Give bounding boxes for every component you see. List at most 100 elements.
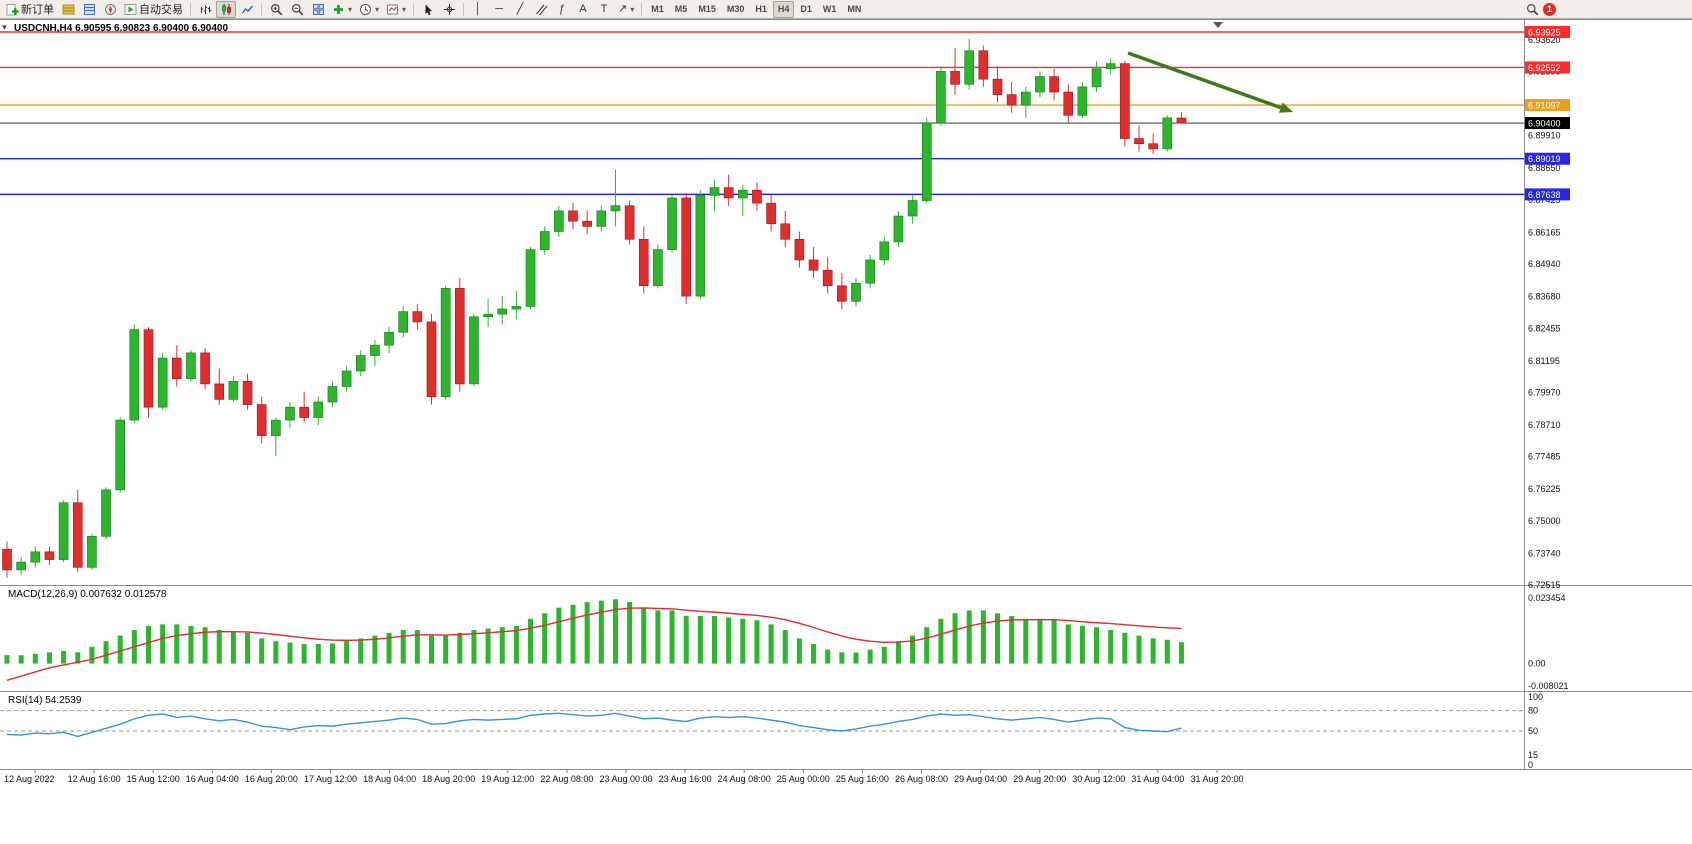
template-button[interactable]: ▾ (383, 1, 409, 18)
text-tool[interactable]: A (573, 1, 593, 18)
svg-text:24 Aug 08:00: 24 Aug 08:00 (718, 774, 771, 784)
candle-body (483, 313, 493, 318)
timeframe-m30[interactable]: M30 (726, 4, 745, 14)
chevron-down-icon: ▾ (630, 4, 635, 14)
chart-bars-button[interactable] (195, 1, 215, 18)
svg-text:6.84940: 6.84940 (1528, 259, 1561, 269)
toolbar: 新订单 自动交易 (0, 0, 1692, 19)
price-chart-canvas[interactable]: 6.936206.923956.911706.899106.886506.874… (0, 19, 1692, 844)
candle-body (497, 308, 508, 315)
candle-body (709, 187, 720, 196)
navigator-icon (104, 3, 116, 15)
price-axis[interactable]: 6.936206.923956.911706.899106.886506.874… (1528, 35, 1561, 590)
candle-body (1091, 68, 1102, 88)
candlesticks (2, 39, 1187, 578)
timeframe-h1[interactable]: H1 (755, 4, 767, 14)
macd-bar (386, 632, 392, 664)
macd-bar (188, 625, 194, 664)
macd-bar (570, 604, 576, 664)
macd-bar (358, 638, 364, 664)
macd-bar (18, 655, 24, 664)
text-label-tool[interactable]: T (594, 1, 614, 18)
svg-text:0.023454: 0.023454 (1528, 593, 1566, 603)
fibonacci-tool[interactable]: ƒ (552, 1, 572, 18)
autotrade-button[interactable]: 自动交易 (121, 1, 186, 18)
svg-text:19 Aug 12:00: 19 Aug 12:00 (481, 774, 534, 784)
channel-tool[interactable] (531, 1, 551, 18)
macd-bar (796, 638, 802, 664)
chart-candles-button[interactable] (216, 0, 236, 18)
candle-body (1077, 86, 1088, 116)
macd-bar (768, 624, 774, 664)
candle-body (242, 381, 253, 405)
timeframe-m15[interactable]: M15 (698, 4, 716, 14)
svg-text:16 Aug 20:00: 16 Aug 20:00 (245, 774, 298, 784)
candle-body (865, 259, 875, 284)
timeframe-mn[interactable]: MN (847, 4, 862, 14)
zoom-in-button[interactable] (266, 1, 286, 18)
macd-bar (528, 618, 534, 664)
macd-bar (429, 635, 434, 664)
data-window-button[interactable] (79, 1, 99, 18)
timeframe-m5[interactable]: M5 (674, 4, 688, 14)
one-click-trading-toggle[interactable]: ▾ (2, 22, 7, 32)
macd-bar (1037, 618, 1043, 664)
time-axis[interactable]: 12 Aug 2022 12 Aug 16:00 15 Aug 12:00 16 Au… (4, 770, 1244, 784)
macd-bar (612, 599, 618, 664)
cursor-button[interactable] (418, 1, 438, 18)
horizontal-line-tool[interactable]: ─ (489, 1, 509, 18)
chart-shift-marker[interactable] (1213, 22, 1223, 28)
candle-body (511, 306, 522, 310)
svg-text:6.89910: 6.89910 (1528, 131, 1561, 141)
price-badge (1525, 61, 1570, 74)
notification-badge[interactable]: 1 (1543, 2, 1556, 16)
candle-body (1006, 94, 1017, 106)
svg-text:6.83680: 6.83680 (1528, 292, 1561, 302)
vertical-line-tool[interactable]: │ (468, 1, 488, 18)
new-order-button[interactable]: 新订单 (3, 1, 57, 18)
timeframe-m1[interactable]: M1 (651, 4, 664, 14)
macd-signal-line (6, 607, 1182, 682)
timeframe-h4[interactable]: H4 (772, 0, 795, 18)
trendline-tool[interactable]: ╱ (510, 1, 530, 18)
timeframe-d1[interactable]: D1 (800, 4, 812, 14)
macd-bar (655, 610, 661, 664)
indicators-button[interactable]: ▾ (329, 1, 355, 18)
horizontal-lines[interactable] (0, 31, 1524, 196)
svg-text:6.87638: 6.87638 (1528, 190, 1561, 200)
svg-text:29 Aug 20:00: 29 Aug 20:00 (1013, 774, 1066, 784)
candle-body (157, 357, 168, 408)
macd-bar (1051, 620, 1057, 664)
candle-body (285, 406, 295, 421)
candle-body (921, 122, 932, 201)
macd-bar (584, 602, 590, 664)
candle-body (30, 551, 41, 563)
candle-body (186, 352, 196, 380)
market-watch-button[interactable] (58, 1, 78, 18)
macd-bar (952, 613, 958, 664)
svg-text:31 Aug 20:00: 31 Aug 20:00 (1190, 774, 1243, 784)
macd-bar (117, 635, 123, 664)
svg-text:6.88650: 6.88650 (1528, 163, 1561, 173)
zoom-out-button[interactable] (287, 1, 307, 18)
macd-bar (273, 641, 279, 664)
svg-text:16 Aug 04:00: 16 Aug 04:00 (186, 774, 239, 784)
timeframe-w1[interactable]: W1 (822, 4, 837, 14)
arrows-tool[interactable]: ↗ ▾ (615, 1, 637, 18)
candle-body (256, 404, 267, 436)
toolbar-separator (641, 2, 643, 16)
candle-body (695, 195, 706, 297)
tile-windows-button[interactable] (308, 1, 328, 18)
macd-bar (499, 627, 505, 664)
macd-bar (259, 638, 265, 664)
toolbar-separator (190, 2, 191, 16)
candle-body (964, 50, 975, 85)
navigator-button[interactable] (100, 1, 120, 18)
candle-body (539, 231, 550, 250)
crosshair-button[interactable] (439, 1, 459, 18)
trend-arrow[interactable] (1127, 51, 1293, 113)
macd-bar (825, 649, 831, 664)
search-button[interactable] (1522, 1, 1542, 18)
chart-line-button[interactable] (237, 1, 257, 18)
period-button[interactable]: ▾ (356, 1, 382, 18)
